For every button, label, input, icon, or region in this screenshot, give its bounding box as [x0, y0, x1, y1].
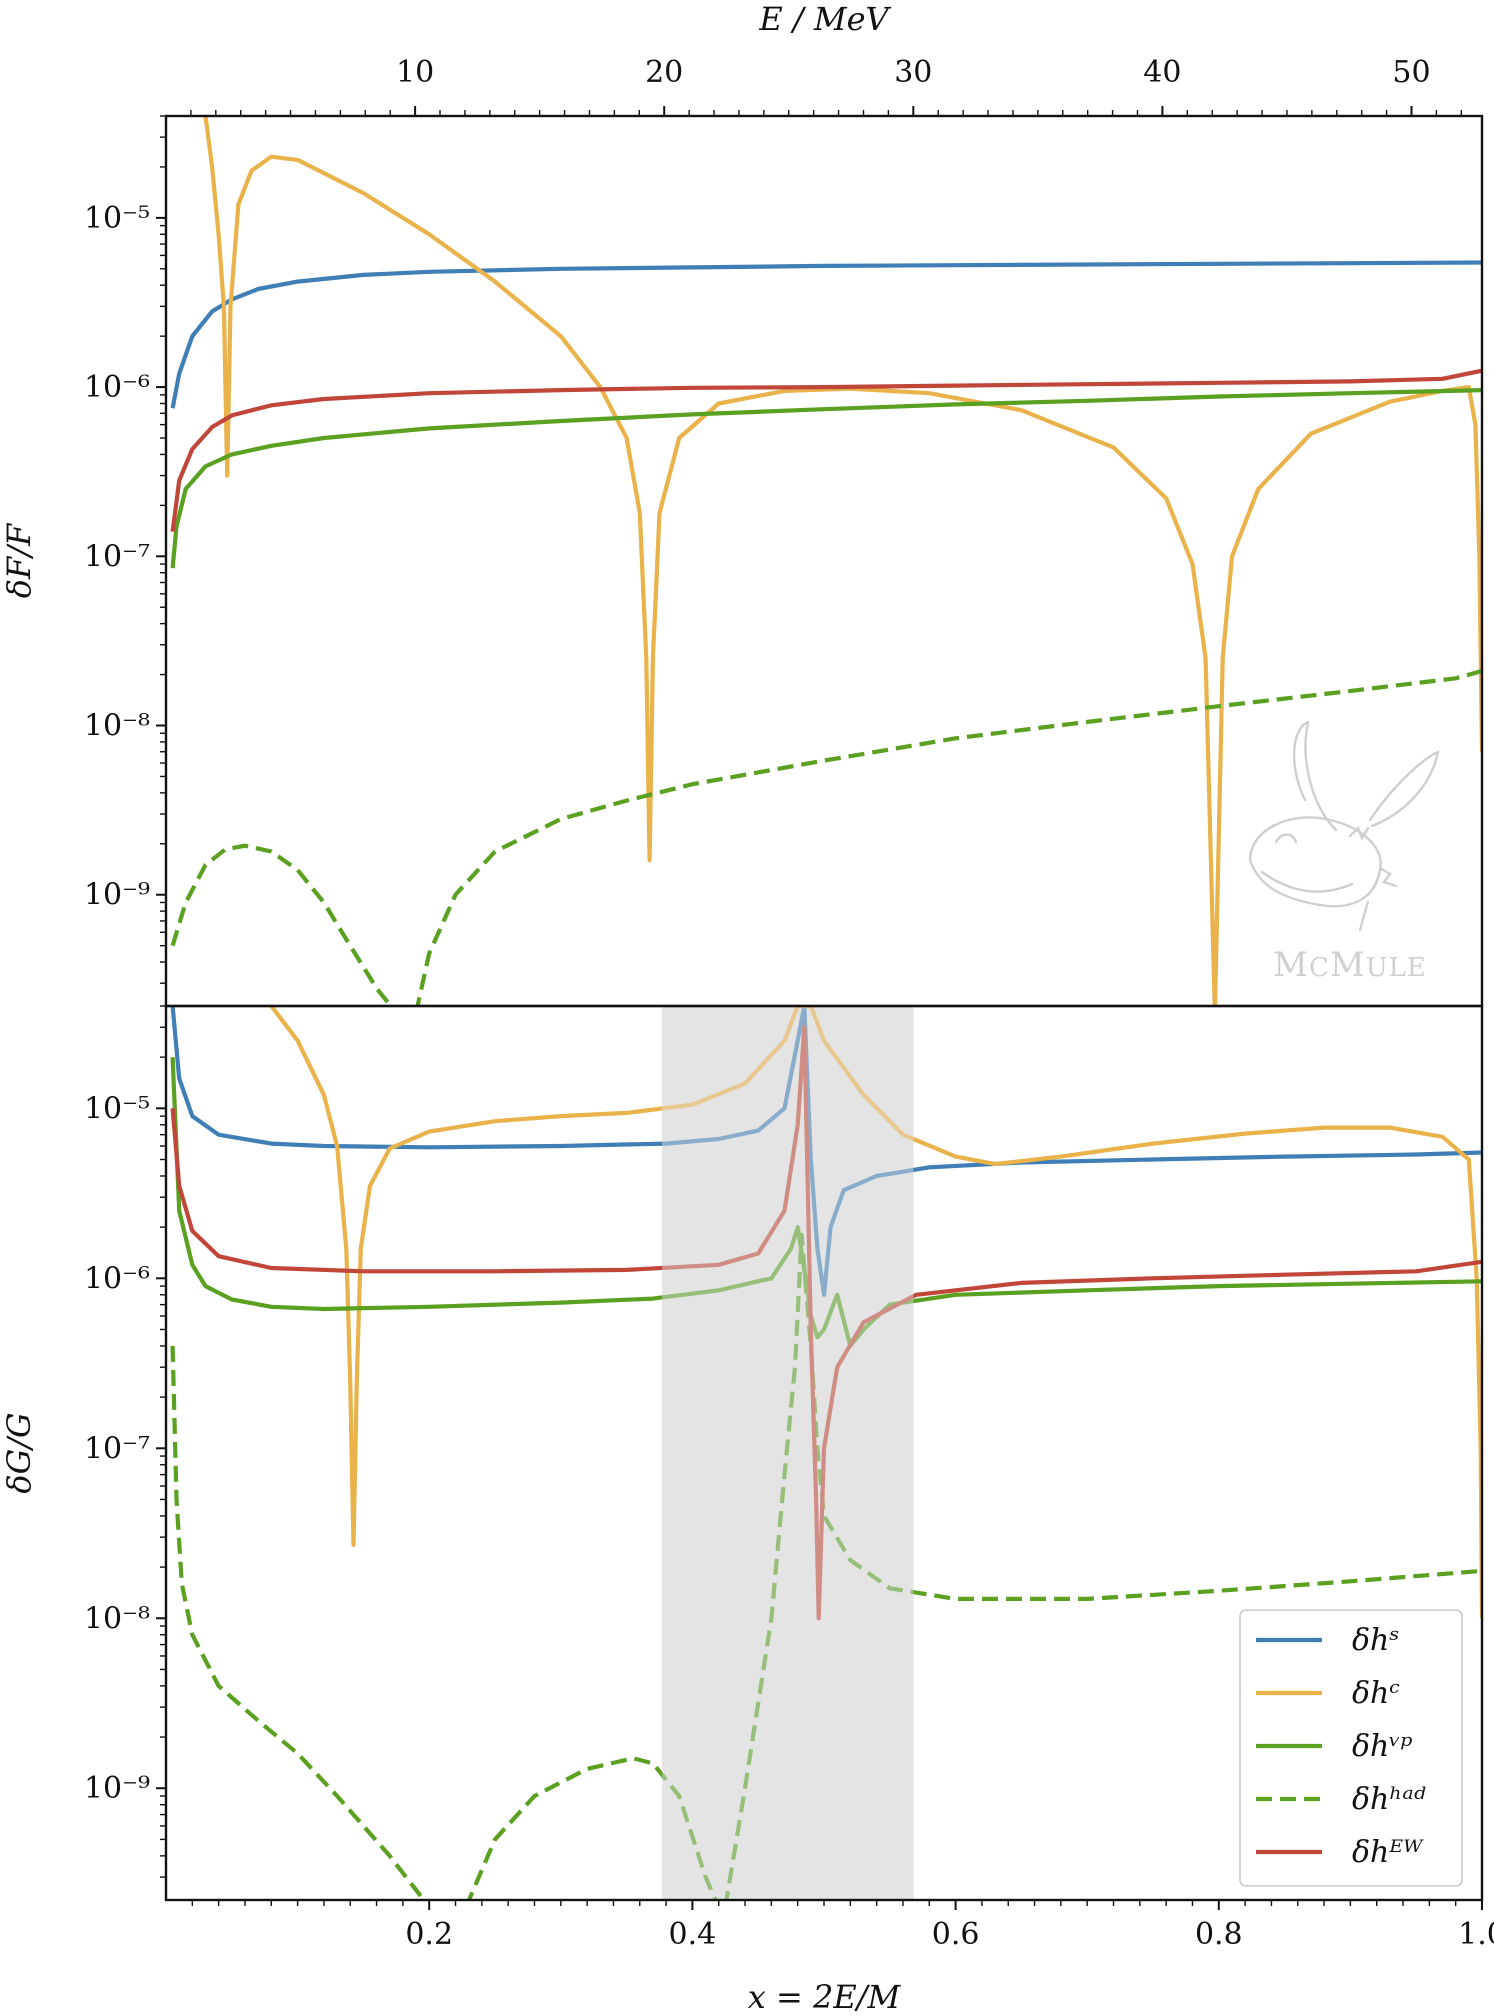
series-line-EW: [170, 368, 1482, 532]
y-tick-label: 10⁻⁹: [84, 878, 150, 913]
top-x-axis-label: E / MeV: [758, 0, 891, 38]
logo-wordmark: MCMULE: [1273, 945, 1427, 985]
logo-ear-right-inner: [1370, 750, 1440, 828]
bottom-panel-series: [170, 1006, 1482, 1900]
series-line-vp: [170, 1057, 1482, 1348]
legend-label-c: δhᶜ: [1352, 1676, 1400, 1711]
series-line-had: [170, 1345, 427, 1900]
top-x-tick-label: 30: [894, 55, 932, 90]
series-line-had: [170, 843, 394, 1006]
series-line-EW: [170, 1025, 1482, 1621]
top-x-tick-label: 40: [1143, 55, 1181, 90]
y-tick-label: 10⁻⁸: [84, 1601, 150, 1636]
logo-mouth: [1260, 870, 1354, 893]
legend-label-had: δhʰᵃᵈ: [1352, 1782, 1426, 1817]
y-tick-label: 10⁻⁹: [84, 1771, 150, 1806]
series-line-c: [203, 116, 1482, 1006]
axis-ticks: 10⁻⁵ 10⁻⁶ 10⁻⁷ 10⁻⁸ 10⁻⁹ 10⁻⁵ 10⁻⁶ 10⁻⁷ 10⁻⁸ 10⁻⁹…: [84, 55, 1494, 1952]
y-tick-label: 10⁻⁶: [84, 370, 150, 405]
y-tick-label: 10⁻⁷: [84, 539, 150, 574]
x-tick-label: 0.4: [669, 1917, 717, 1952]
shaded-region-overlay: [662, 1006, 914, 1900]
x-axis-label: x = 2E/M: [748, 1978, 902, 2016]
logo-ear-left-inner: [1292, 720, 1310, 802]
y-tick-label: 10⁻⁷: [84, 1431, 150, 1466]
y-tick-label: 10⁻⁵: [84, 1091, 150, 1126]
logo-ear-left: [1304, 720, 1338, 832]
y-tick-label: 10⁻⁶: [84, 1261, 150, 1296]
series-line-had-points3: [724, 1232, 1482, 1900]
logo-head: [1248, 816, 1382, 908]
top-panel-series: [170, 116, 1482, 1006]
legend-label-s: δhˢ: [1352, 1623, 1400, 1658]
x-tick-label: 0.2: [405, 1917, 453, 1952]
y-tick-label: 10⁻⁵: [84, 201, 150, 236]
top-x-tick-label: 50: [1392, 55, 1430, 90]
top-x-tick-label: 20: [645, 55, 683, 90]
top-x-tick-label: 10: [396, 55, 434, 90]
series-line-c: [269, 1006, 1482, 1619]
x-tick-label: 0.8: [1195, 1917, 1243, 1952]
top-panel-frame: [164, 114, 1484, 1008]
y-tick-label: 10⁻⁸: [84, 709, 150, 744]
mcmule-logo: [1248, 720, 1440, 932]
legend-label-vp: δhᵛᵖ: [1352, 1729, 1413, 1764]
series-line-vp: [170, 388, 1482, 569]
logo-eye: [1274, 833, 1298, 844]
legend-label-EW: δhᴱᵂ: [1352, 1835, 1424, 1870]
logo-neck: [1358, 900, 1370, 932]
series-line-s: [170, 260, 1482, 409]
top-y-axis-label: δF/F: [0, 522, 38, 598]
x-tick-label: 0.6: [932, 1917, 980, 1952]
series-line-had-points2: [415, 668, 1482, 1006]
logo-hand: [1378, 866, 1398, 888]
bottom-y-axis-label: δG/G: [0, 1412, 38, 1493]
logo-ear-right: [1368, 750, 1440, 822]
legend: δhˢ δhᶜ δhᵛᵖ δhʰᵃᵈ δhᴱᵂ: [1239, 1609, 1463, 1887]
legend-box: [1239, 1609, 1463, 1887]
logo-hair: [1348, 825, 1370, 841]
x-tick-label: 1.0: [1458, 1917, 1494, 1952]
